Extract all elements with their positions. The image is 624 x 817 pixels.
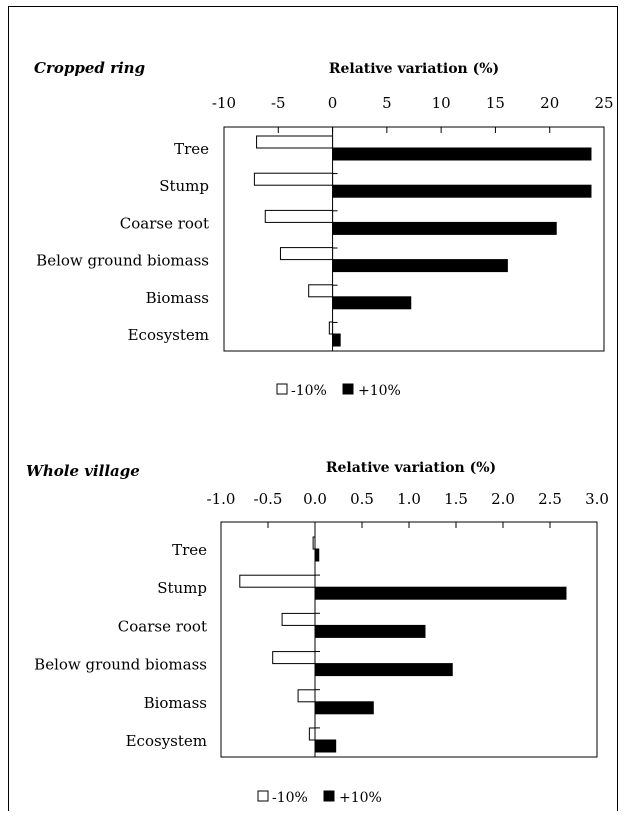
category-label: Below ground biomass [36,252,209,270]
bar-plus-10 [314,701,374,715]
legend-swatch-plus-10 [323,790,335,802]
x-tick-label: 5 [382,94,392,112]
bar-minus-10 [308,727,316,741]
x-tick-label: 10 [432,94,451,112]
x-tick-label: 2.0 [491,490,515,508]
x-axis-label: Relative variation (%) [329,61,499,77]
bar-minus-10 [281,612,316,626]
bar-plus-10 [314,548,320,562]
x-tick-label: -10 [212,94,236,112]
legend-label-minus-10: -10% [291,383,327,399]
x-axis-label: Relative variation (%) [326,460,496,476]
bar-plus-10 [332,333,341,347]
x-tick-label: -1.0 [207,490,236,508]
category-label: Coarse root [120,214,209,232]
legend-swatch-minus-10 [257,790,269,802]
x-tick-label: 2.5 [538,490,562,508]
legend-label-minus-10: -10% [272,790,308,806]
bar-plus-10 [332,184,592,198]
plot-area [223,126,605,352]
legend-swatch-minus-10 [276,383,288,395]
bar-minus-10 [308,284,334,298]
category-label: Coarse root [118,617,207,635]
bar-minus-10 [253,172,334,186]
bar-minus-10 [264,209,334,223]
x-tick-label: 3.0 [585,490,609,508]
category-label: Stump [159,177,209,195]
bar-plus-10 [314,663,453,677]
bar-minus-10 [312,536,316,550]
bar-minus-10 [279,247,334,261]
category-label: Ecosystem [128,326,209,344]
x-tick-label: 1.5 [444,490,468,508]
x-tick-label: 0.5 [350,490,374,508]
bar-minus-10 [272,651,316,665]
bar-plus-10 [314,586,567,600]
category-label: Below ground biomass [34,656,207,674]
plot-area [220,521,598,758]
figure-frame [8,6,618,811]
category-label: Tree [174,140,209,158]
x-tick-label: -0.5 [254,490,283,508]
category-label: Tree [172,541,207,559]
bar-plus-10 [314,624,426,638]
x-tick-label: -5 [271,94,286,112]
bar-minus-10 [328,321,334,335]
category-label: Biomass [146,289,209,307]
chart-title: Whole village [26,462,140,480]
bar-minus-10 [239,574,316,588]
bar-plus-10 [332,221,557,235]
x-tick-label: 15 [486,94,505,112]
x-tick-label: 0.0 [303,490,327,508]
category-label: Biomass [144,694,207,712]
x-tick-label: 25 [594,94,613,112]
bar-minus-10 [297,689,316,703]
legend-label-plus-10: +10% [339,790,382,806]
legend-swatch-plus-10 [342,383,354,395]
category-label: Stump [157,579,207,597]
category-label: Ecosystem [126,732,207,750]
x-tick-label: 20 [540,94,559,112]
x-tick-label: 1.0 [397,490,421,508]
legend-label-plus-10: +10% [358,383,401,399]
x-tick-label: 0 [328,94,338,112]
bar-plus-10 [332,147,592,161]
bar-plus-10 [332,296,412,310]
bar-plus-10 [332,259,508,273]
bar-minus-10 [256,135,334,149]
bar-plus-10 [314,739,337,753]
chart-title: Cropped ring [34,59,145,77]
